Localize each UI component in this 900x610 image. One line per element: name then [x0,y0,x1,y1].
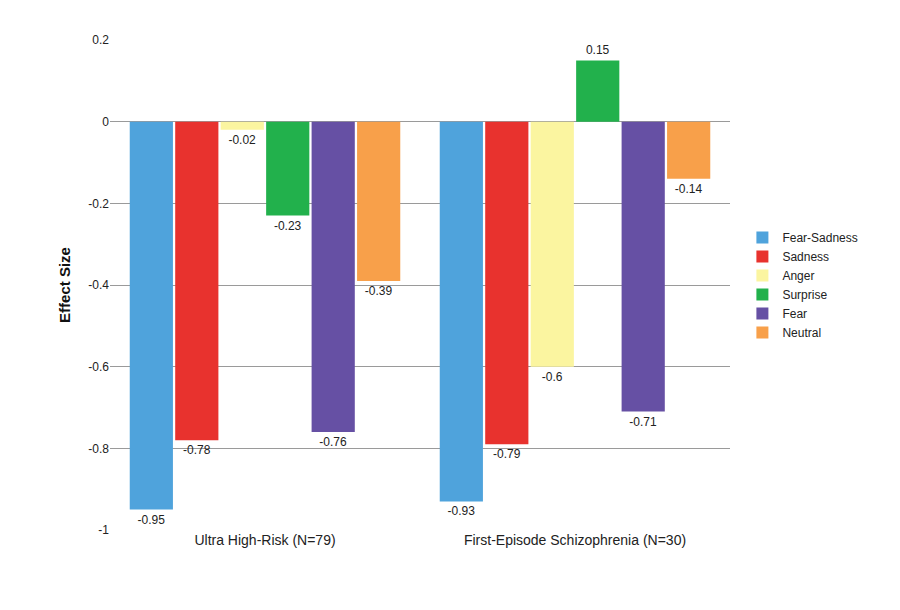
svg-text:Sadness: Sadness [782,250,829,264]
svg-text:-0.4: -0.4 [88,278,109,292]
svg-text:-1: -1 [98,523,109,537]
svg-text:-0.71: -0.71 [629,415,657,429]
svg-text:-0.02: -0.02 [228,133,256,147]
svg-text:0.2: 0.2 [92,33,109,47]
svg-text:-0.6: -0.6 [88,360,109,374]
svg-text:-0.8: -0.8 [88,442,109,456]
svg-text:First-Episode Schizophrenia (N: First-Episode Schizophrenia (N=30) [464,532,686,548]
svg-text:Anger: Anger [782,269,814,283]
svg-text:-0.39: -0.39 [365,284,393,298]
svg-text:-0.6: -0.6 [542,370,563,384]
svg-text:-0.76: -0.76 [319,435,347,449]
svg-text:Neutral: Neutral [782,326,821,340]
svg-text:-0.79: -0.79 [493,447,521,461]
svg-text:-0.2: -0.2 [88,197,109,211]
svg-text:Effect Size: Effect Size [56,247,73,323]
svg-text:Ultra High-Risk (N=79): Ultra High-Risk (N=79) [194,532,335,548]
svg-text:Fear: Fear [782,307,807,321]
svg-text:-0.93: -0.93 [447,504,475,518]
svg-text:-0.14: -0.14 [675,182,703,196]
svg-text:0.15: 0.15 [586,43,610,57]
svg-text:-0.95: -0.95 [137,513,165,527]
svg-text:-0.23: -0.23 [274,219,302,233]
svg-text:Fear-Sadness: Fear-Sadness [782,231,857,245]
svg-text:0: 0 [102,115,109,129]
svg-text:-0.78: -0.78 [183,443,211,457]
svg-text:Surprise: Surprise [782,288,827,302]
